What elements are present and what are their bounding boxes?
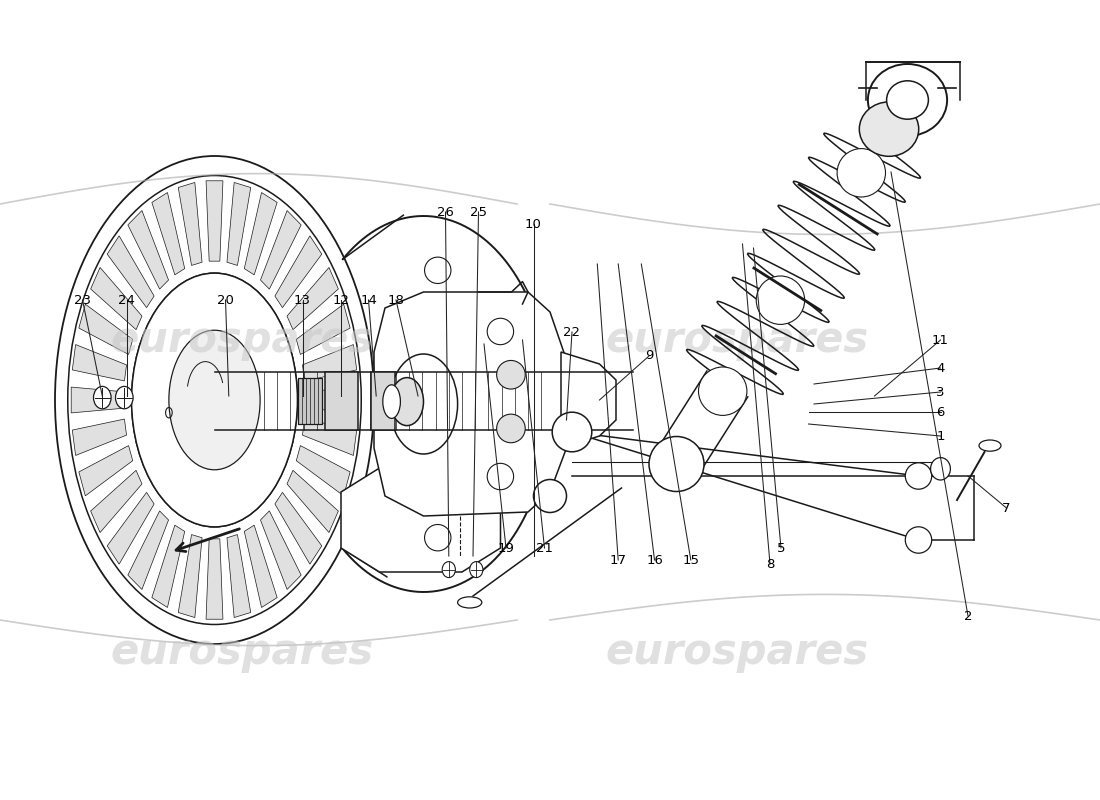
Polygon shape: [178, 182, 202, 266]
Polygon shape: [275, 492, 322, 564]
Polygon shape: [73, 345, 126, 381]
Ellipse shape: [931, 458, 950, 480]
Ellipse shape: [116, 386, 133, 409]
Polygon shape: [227, 182, 251, 266]
Ellipse shape: [458, 597, 482, 608]
Circle shape: [552, 412, 592, 452]
Polygon shape: [152, 525, 185, 607]
Ellipse shape: [887, 81, 928, 119]
Polygon shape: [152, 193, 185, 275]
Polygon shape: [561, 352, 616, 448]
Polygon shape: [73, 419, 126, 455]
Text: 10: 10: [525, 218, 542, 230]
Text: 19: 19: [497, 542, 515, 554]
Text: 2: 2: [964, 610, 972, 622]
Bar: [298, 378, 322, 424]
Polygon shape: [302, 345, 356, 381]
Polygon shape: [79, 446, 133, 496]
Ellipse shape: [868, 64, 947, 136]
Polygon shape: [72, 387, 123, 413]
Bar: [324, 372, 358, 430]
Polygon shape: [178, 534, 202, 618]
Circle shape: [487, 463, 514, 490]
Text: eurospares: eurospares: [605, 631, 869, 673]
Text: eurospares: eurospares: [110, 631, 374, 673]
Circle shape: [425, 525, 451, 551]
Text: 20: 20: [217, 294, 234, 306]
Text: 1: 1: [936, 430, 945, 442]
Polygon shape: [206, 539, 223, 619]
Bar: [371, 372, 395, 430]
Polygon shape: [79, 304, 133, 354]
Ellipse shape: [383, 385, 400, 418]
Polygon shape: [341, 468, 500, 572]
Text: 22: 22: [563, 326, 581, 338]
Polygon shape: [128, 210, 168, 289]
Text: 15: 15: [682, 554, 700, 566]
Text: 26: 26: [437, 206, 454, 218]
Text: 23: 23: [74, 294, 91, 306]
Polygon shape: [296, 446, 350, 496]
Ellipse shape: [132, 273, 297, 527]
Text: 12: 12: [332, 294, 350, 306]
Circle shape: [905, 527, 932, 554]
Polygon shape: [90, 470, 142, 533]
Text: 9: 9: [645, 350, 653, 362]
Polygon shape: [302, 419, 356, 455]
Text: 21: 21: [536, 542, 553, 554]
Text: 5: 5: [777, 542, 785, 554]
Polygon shape: [296, 304, 350, 354]
Polygon shape: [244, 525, 277, 607]
Circle shape: [837, 149, 886, 197]
Text: 13: 13: [294, 294, 311, 306]
Ellipse shape: [132, 273, 297, 527]
Ellipse shape: [979, 440, 1001, 451]
Circle shape: [425, 257, 451, 283]
Text: 24: 24: [118, 294, 135, 306]
Ellipse shape: [94, 386, 111, 409]
Polygon shape: [244, 193, 277, 275]
Circle shape: [496, 414, 525, 442]
Circle shape: [496, 361, 525, 389]
Text: 11: 11: [932, 334, 949, 346]
Text: 17: 17: [609, 554, 627, 566]
Polygon shape: [206, 181, 223, 261]
Polygon shape: [90, 267, 142, 330]
Ellipse shape: [389, 354, 458, 454]
Polygon shape: [275, 236, 322, 308]
Polygon shape: [227, 534, 251, 618]
Text: 18: 18: [387, 294, 405, 306]
Ellipse shape: [859, 102, 918, 156]
Text: 3: 3: [936, 386, 945, 398]
Ellipse shape: [470, 562, 483, 578]
Text: 6: 6: [936, 406, 945, 418]
Polygon shape: [261, 511, 301, 590]
Circle shape: [698, 367, 747, 415]
Polygon shape: [287, 470, 339, 533]
Circle shape: [757, 276, 805, 325]
Polygon shape: [261, 210, 301, 289]
Circle shape: [534, 479, 566, 513]
Text: 14: 14: [360, 294, 377, 306]
Circle shape: [487, 318, 514, 345]
Circle shape: [649, 437, 704, 491]
Polygon shape: [107, 236, 154, 308]
Text: 16: 16: [646, 554, 663, 566]
Polygon shape: [128, 511, 168, 590]
Text: eurospares: eurospares: [605, 319, 869, 361]
Polygon shape: [306, 387, 358, 413]
Polygon shape: [107, 492, 154, 564]
Circle shape: [905, 462, 932, 489]
Text: 7: 7: [1002, 502, 1011, 514]
Text: 25: 25: [470, 206, 487, 218]
Ellipse shape: [442, 562, 455, 578]
Text: 4: 4: [936, 362, 945, 374]
Ellipse shape: [390, 378, 424, 426]
Text: 8: 8: [766, 558, 774, 570]
Polygon shape: [287, 267, 339, 330]
Text: eurospares: eurospares: [110, 319, 374, 361]
Ellipse shape: [169, 330, 260, 470]
Polygon shape: [374, 292, 566, 516]
